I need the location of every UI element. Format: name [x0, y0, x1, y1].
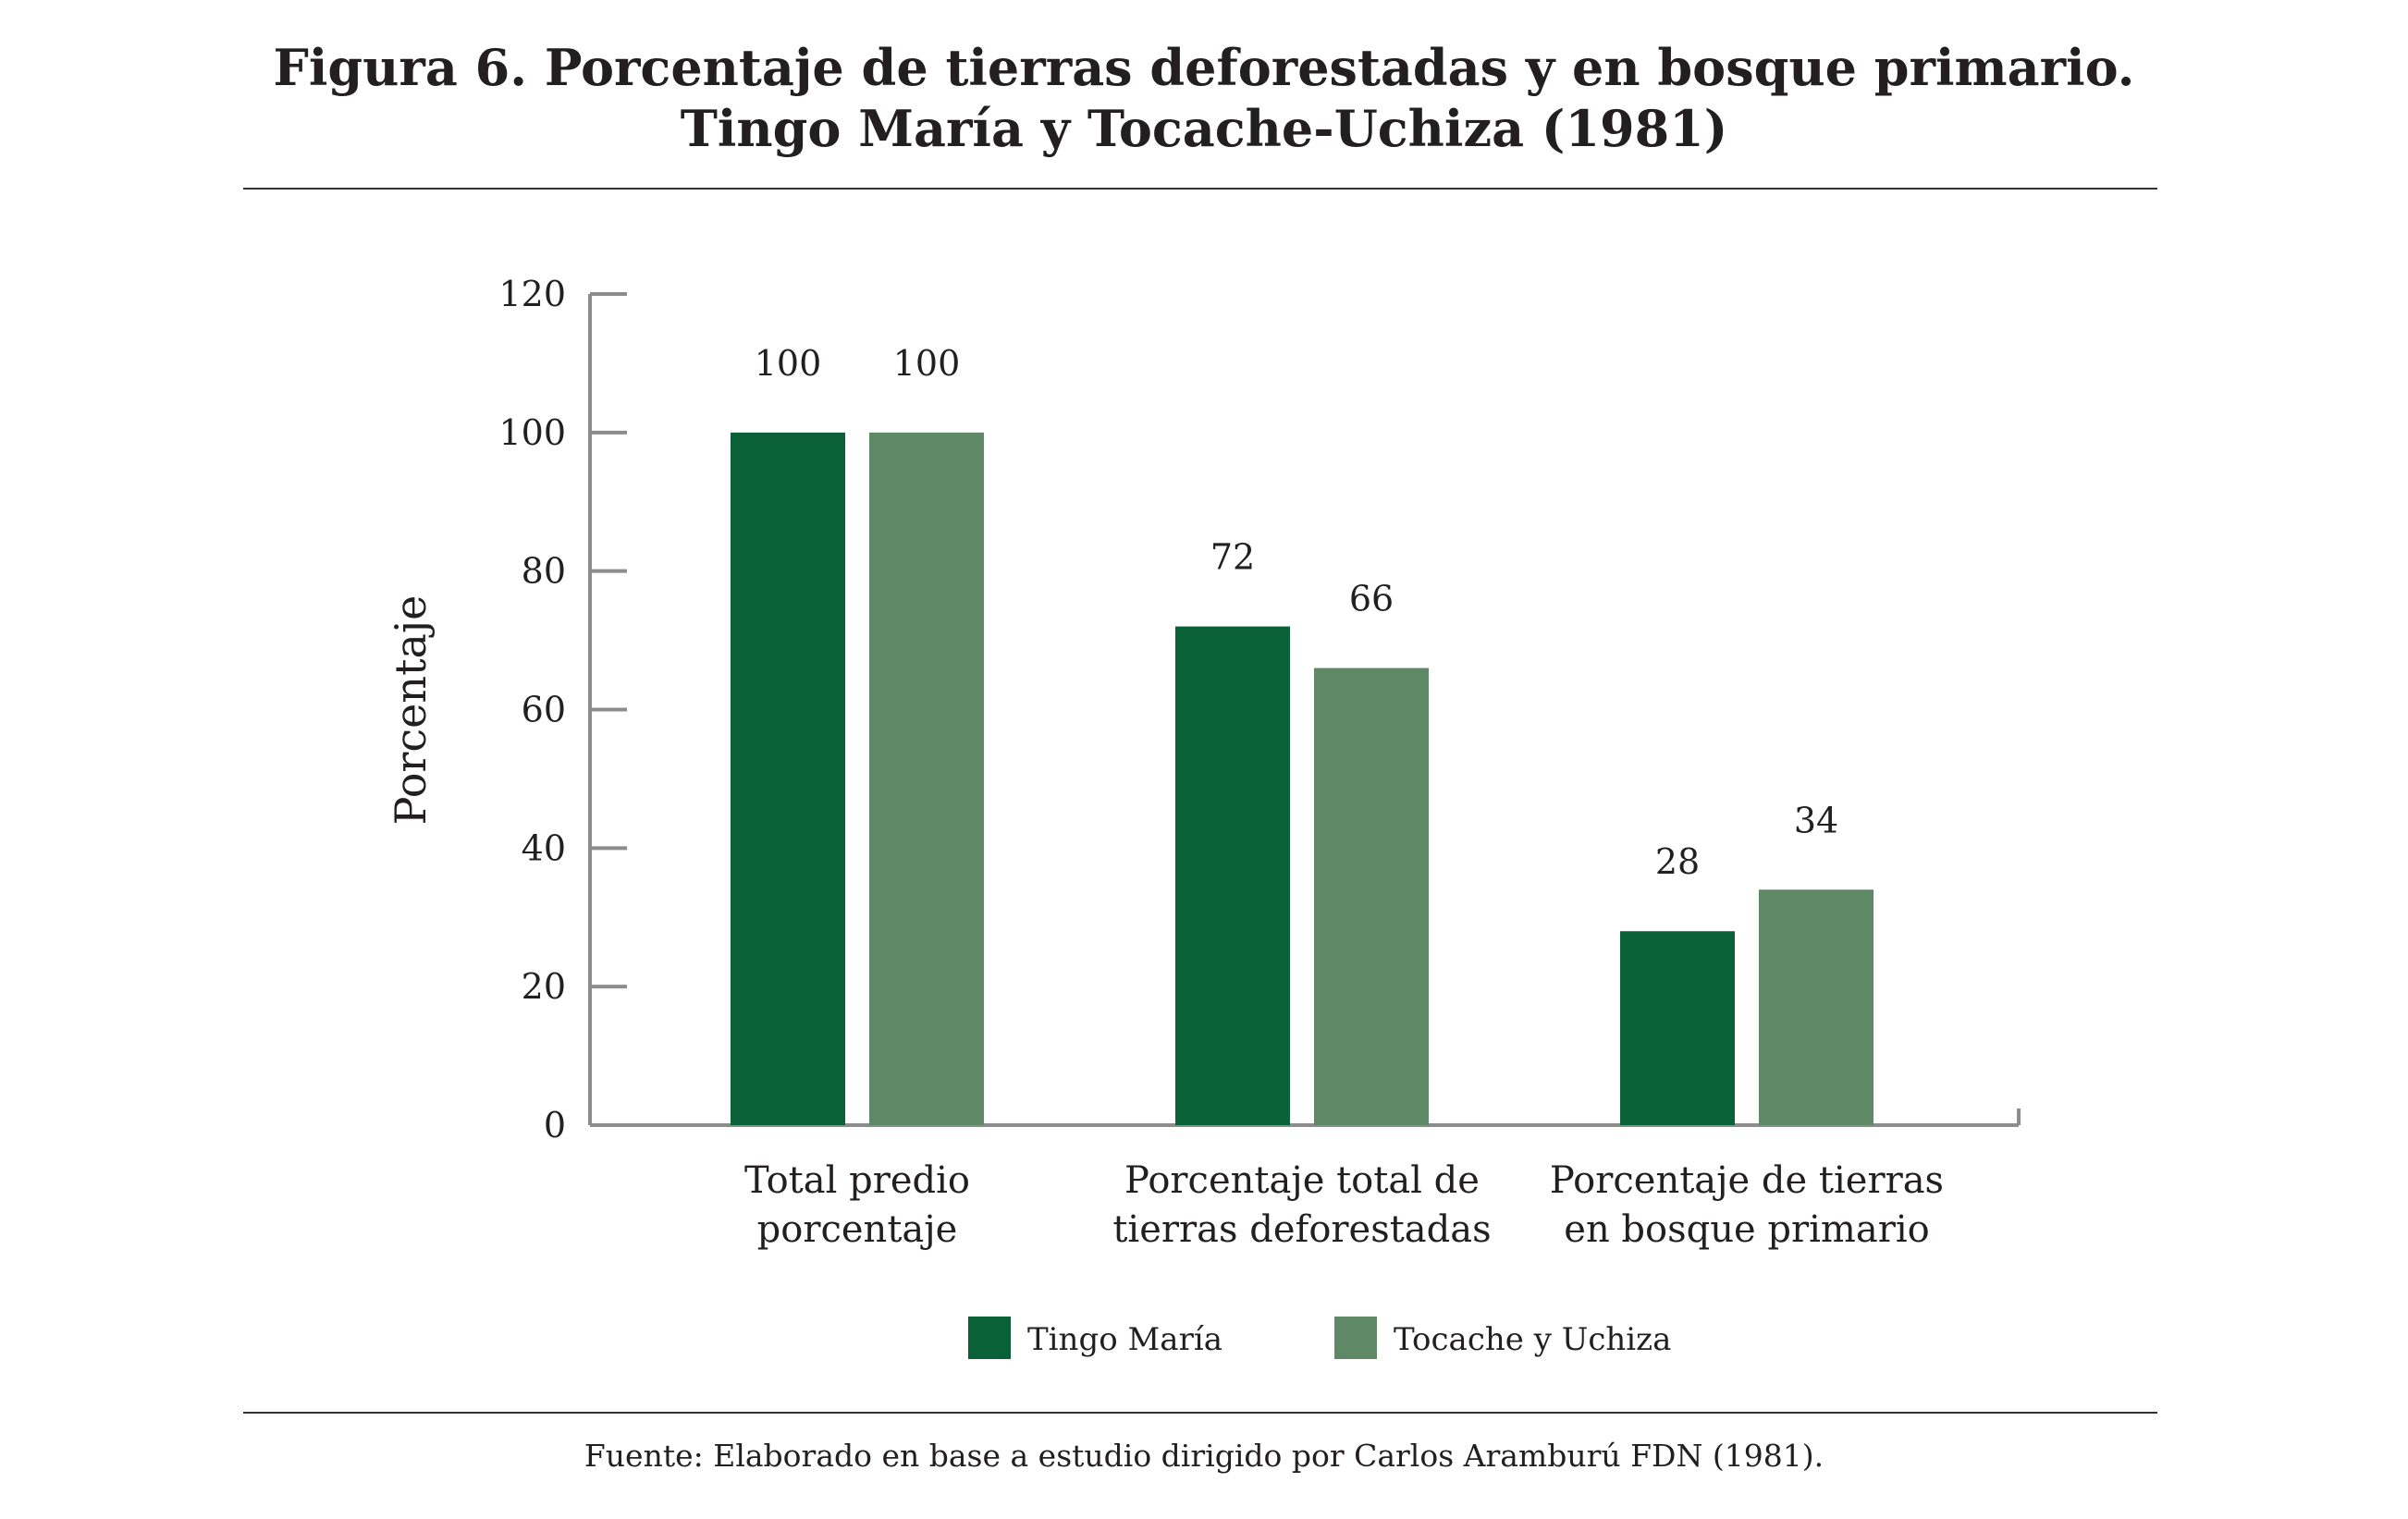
- data-label: 100: [893, 343, 961, 384]
- bar: [869, 432, 984, 1125]
- bottom-divider: [243, 1412, 2157, 1414]
- data-label: 66: [1349, 579, 1394, 619]
- x-tick-label: porcentaje: [757, 1208, 958, 1251]
- legend-label: Tingo María: [1027, 1321, 1222, 1358]
- legend-swatch: [1334, 1317, 1377, 1359]
- data-label: 34: [1794, 800, 1838, 840]
- chart-title-line-1: Figura 6. Porcentaje de tierras deforest…: [273, 38, 2135, 97]
- data-label: 72: [1210, 537, 1255, 578]
- x-tick-label: Total predio: [744, 1159, 970, 1202]
- y-tick-label: 60: [522, 690, 566, 730]
- legend-label: Tocache y Uchiza: [1394, 1321, 1671, 1358]
- y-tick-label: 120: [498, 274, 566, 314]
- chart-title-line-2: Tingo María y Tocache-Uchiza (1981): [680, 99, 1728, 158]
- bar: [1314, 668, 1429, 1125]
- y-tick-label: 40: [522, 827, 566, 868]
- x-tick-label: tierras deforestadas: [1112, 1208, 1491, 1251]
- y-tick-label: 100: [498, 412, 566, 453]
- bar: [731, 432, 845, 1125]
- y-axis-title: Porcentaje: [386, 595, 436, 826]
- legend-swatch: [968, 1317, 1011, 1359]
- chart-legend: Tingo María Tocache y Uchiza: [968, 1317, 1671, 1359]
- chart-bars: [731, 432, 1874, 1125]
- y-tick-label: 20: [522, 966, 566, 1007]
- y-tick-label: 0: [544, 1105, 566, 1145]
- source-note: Fuente: Elaborado en base a estudio diri…: [584, 1438, 1824, 1474]
- top-divider: [243, 188, 2157, 190]
- bar: [1175, 626, 1290, 1125]
- x-tick-label: en bosque primario: [1564, 1208, 1929, 1251]
- x-tick-label: Porcentaje total de: [1124, 1159, 1480, 1202]
- y-tick-label: 80: [522, 551, 566, 592]
- x-tick-label: Porcentaje de tierras: [1550, 1159, 1944, 1202]
- chart-axes: 0 20 40 60 80 100 120 Porcentaje: [386, 274, 2021, 1145]
- bar: [1759, 889, 1874, 1125]
- bar: [1620, 931, 1735, 1125]
- chart-labels: 100 72 28 100 66 34 Total predio porcentaje Porc…: [744, 343, 1944, 1251]
- chart-title: Figura 6. Porcentaje de tierras deforest…: [0, 37, 2408, 159]
- data-label: 100: [755, 343, 822, 384]
- data-label: 28: [1655, 841, 1700, 882]
